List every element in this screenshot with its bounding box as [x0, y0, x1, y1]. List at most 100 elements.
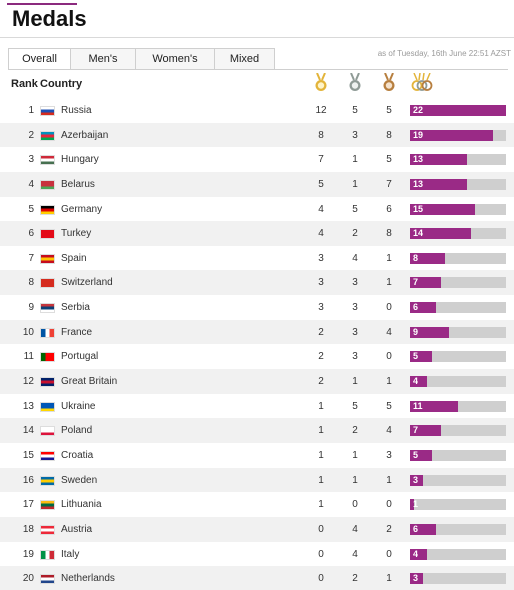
total-medals-bar: 3 — [410, 474, 506, 486]
total-medals-value: 7 — [413, 277, 419, 288]
tab-overall[interactable]: Overall — [8, 48, 71, 70]
country-flag-icon — [40, 500, 55, 511]
table-row[interactable]: 14 Poland 1 2 4 7 — [0, 418, 514, 443]
total-medals-icon — [411, 73, 433, 91]
tab-divider — [8, 69, 508, 70]
tab-womens[interactable]: Women's — [135, 48, 215, 70]
country-name[interactable]: Serbia — [61, 302, 90, 314]
table-row[interactable]: 9 Serbia 3 3 0 6 — [0, 295, 514, 320]
rank-cell: 20 — [22, 573, 34, 585]
total-medals-bar: 13 — [410, 154, 506, 166]
total-medals-value: 7 — [413, 425, 419, 436]
table-row[interactable]: 19 Italy 0 4 0 4 — [0, 542, 514, 567]
country-name[interactable]: Italy — [61, 548, 80, 560]
title-accent-bar — [7, 3, 77, 5]
country-name[interactable]: Austria — [61, 523, 93, 535]
country-name[interactable]: Turkey — [61, 228, 92, 240]
silver-count: 1 — [352, 449, 358, 461]
country-name[interactable]: Switzerland — [61, 277, 113, 289]
total-medals-value: 5 — [413, 351, 419, 362]
gold-count: 2 — [318, 326, 324, 338]
country-name[interactable]: Belarus — [61, 178, 95, 190]
table-row[interactable]: 5 Germany 4 5 6 15 — [0, 197, 514, 222]
silver-count: 4 — [352, 548, 358, 560]
country-name[interactable]: France — [61, 326, 93, 338]
country-name[interactable]: Portugal — [61, 351, 99, 363]
table-row[interactable]: 4 Belarus 5 1 7 13 — [0, 171, 514, 197]
table-row[interactable]: 6 Turkey 4 2 8 14 — [0, 221, 514, 246]
table-row[interactable]: 11 Portugal 2 3 0 5 — [0, 344, 514, 369]
country-flag-icon — [40, 303, 55, 314]
table-row[interactable]: 3 Hungary 7 1 5 13 — [0, 147, 514, 172]
tab-mixed[interactable]: Mixed — [214, 48, 275, 70]
total-medals-bar-fill — [410, 573, 424, 585]
total-medals-bar-fill — [410, 523, 437, 535]
total-medals-value: 14 — [413, 228, 424, 239]
bronze-count: 0 — [386, 499, 392, 511]
tab-bar: Overall Men's Women's Mixed — [8, 48, 275, 70]
country-name[interactable]: Spain — [61, 252, 87, 264]
table-row[interactable]: 15 Croatia 1 1 3 5 — [0, 443, 514, 468]
table-row[interactable]: 13 Ukraine 1 5 5 11 — [0, 394, 514, 419]
country-name[interactable]: Netherlands — [61, 573, 115, 585]
silver-count: 5 — [352, 400, 358, 412]
gold-medal-icon — [315, 73, 327, 91]
total-medals-value: 1 — [413, 499, 419, 510]
country-flag-icon — [40, 204, 55, 215]
gold-count: 0 — [318, 548, 324, 560]
table-row[interactable]: 7 Spain 3 4 1 8 — [0, 246, 514, 271]
total-medals-value: 4 — [413, 376, 419, 387]
silver-medal-icon — [349, 73, 361, 91]
table-row[interactable]: 16 Sweden 1 1 1 3 — [0, 467, 514, 493]
country-flag-icon — [40, 475, 55, 486]
rank-cell: 13 — [22, 400, 34, 412]
total-medals-bar: 8 — [410, 252, 506, 264]
country-name[interactable]: Poland — [61, 425, 93, 437]
country-flag-icon — [40, 327, 55, 338]
table-row[interactable]: 12 Great Britain 2 1 1 4 — [0, 369, 514, 394]
country-name[interactable]: Azerbaijan — [61, 129, 109, 141]
bronze-count: 2 — [386, 523, 392, 535]
medal-table: 1 Russia 12 5 5 22 2 Azerbaijan 8 3 8 19 3 Hungary 7 1 5… — [0, 98, 514, 590]
table-row[interactable]: 17 Lithuania 1 0 0 1 — [0, 492, 514, 517]
bronze-count: 4 — [386, 326, 392, 338]
country-name[interactable]: Croatia — [61, 449, 94, 461]
table-row[interactable]: 1 Russia 12 5 5 22 — [0, 98, 514, 123]
table-row[interactable]: 2 Azerbaijan 8 3 8 19 — [0, 122, 514, 148]
country-name[interactable]: Russia — [61, 105, 92, 116]
country-flag-icon — [40, 549, 55, 560]
total-medals-bar-fill — [410, 252, 445, 264]
gold-count: 3 — [318, 302, 324, 314]
bronze-count: 5 — [386, 400, 392, 412]
bronze-count: 1 — [386, 474, 392, 486]
total-medals-value: 3 — [413, 474, 419, 485]
table-row[interactable]: 18 Austria 0 4 2 6 — [0, 516, 514, 542]
tab-mens[interactable]: Men's — [70, 48, 136, 70]
table-row[interactable]: 10 France 2 3 4 9 — [0, 319, 514, 345]
silver-count: 3 — [352, 302, 358, 314]
country-name[interactable]: Ukraine — [61, 400, 96, 412]
total-medals-bar-fill — [410, 449, 432, 461]
total-medals-bar: 6 — [410, 523, 506, 535]
total-medals-value: 3 — [413, 573, 419, 584]
gold-count: 7 — [318, 154, 324, 166]
title-divider — [0, 37, 514, 38]
rank-cell: 2 — [28, 129, 34, 141]
country-name[interactable]: Sweden — [61, 474, 98, 486]
total-medals-bar: 14 — [410, 228, 506, 240]
rank-cell: 6 — [28, 228, 34, 240]
silver-count: 1 — [352, 474, 358, 486]
country-name[interactable]: Great Britain — [61, 376, 118, 388]
country-name[interactable]: Hungary — [61, 154, 99, 166]
table-row[interactable]: 20 Netherlands 0 2 1 3 — [0, 566, 514, 590]
country-name[interactable]: Lithuania — [61, 499, 102, 511]
silver-count: 1 — [352, 376, 358, 388]
bronze-count: 3 — [386, 449, 392, 461]
table-row[interactable]: 8 Switzerland 3 3 1 7 — [0, 270, 514, 296]
rank-cell: 10 — [22, 326, 34, 338]
country-flag-icon — [40, 377, 55, 388]
country-flag-icon — [40, 253, 55, 264]
country-name[interactable]: Germany — [61, 203, 103, 215]
total-medals-bar-fill — [410, 400, 458, 412]
country-flag-icon — [40, 450, 55, 461]
